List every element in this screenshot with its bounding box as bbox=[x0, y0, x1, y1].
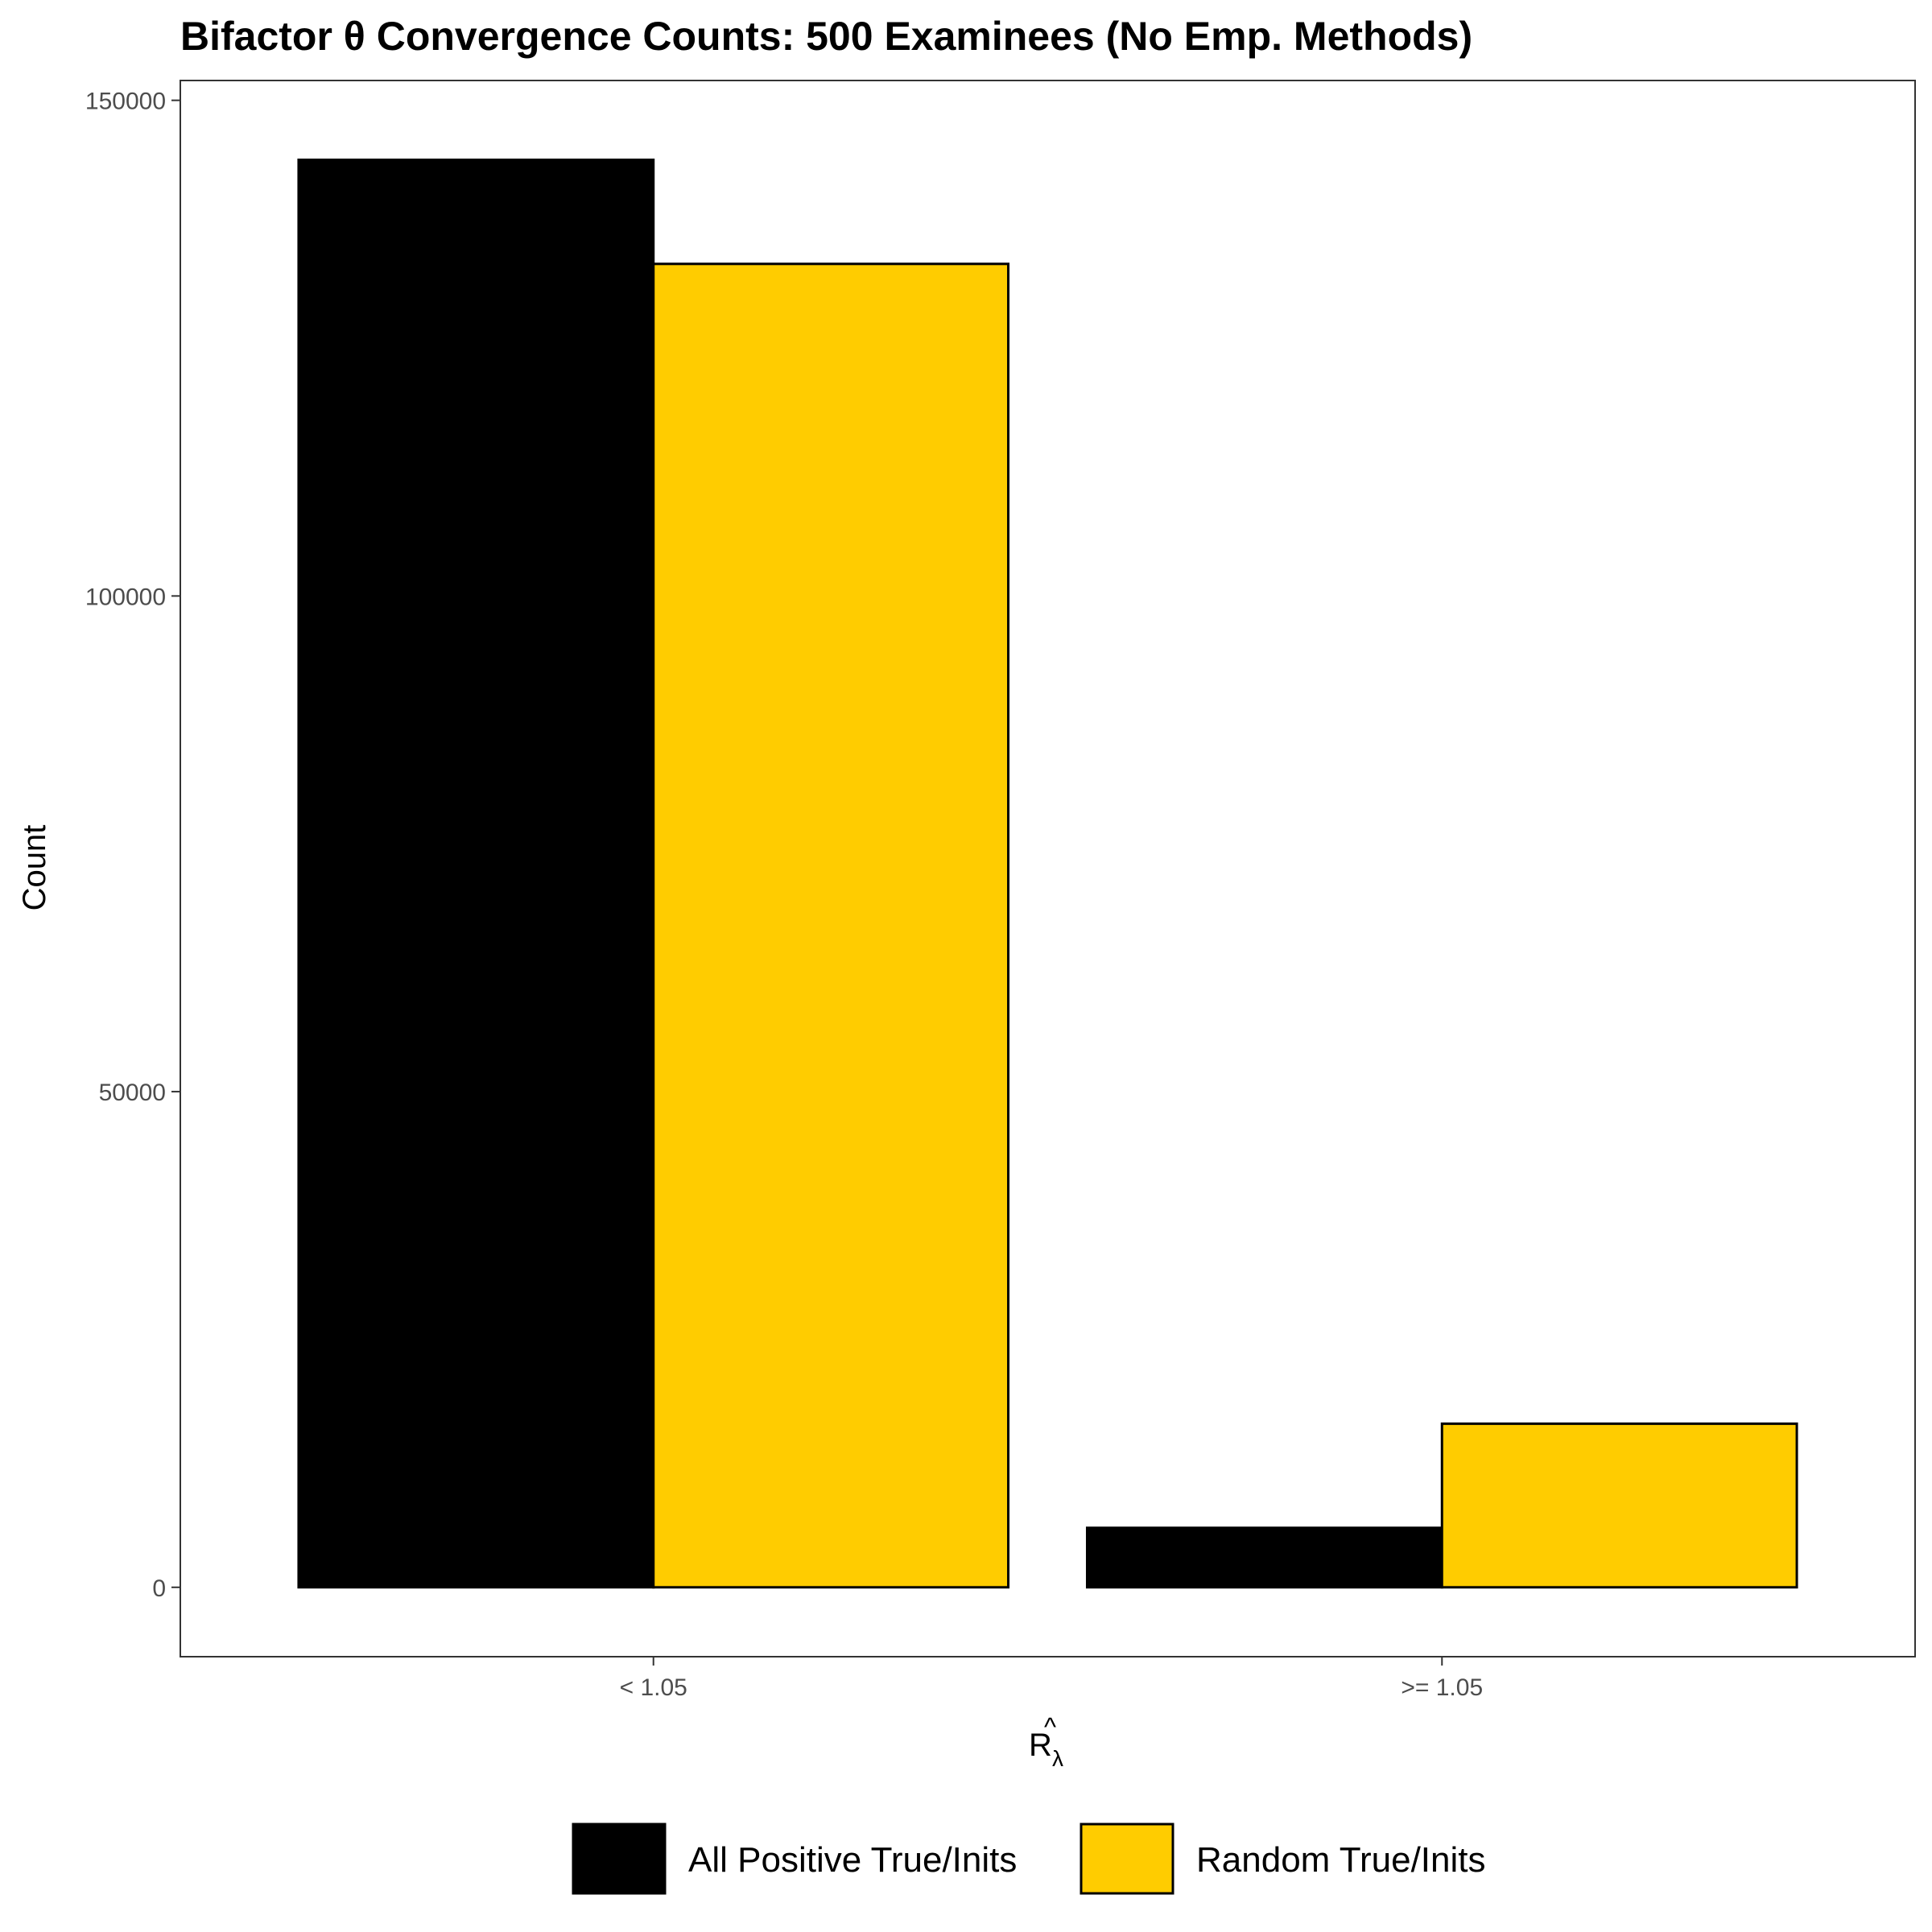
y-tick-label-2: 50000 bbox=[99, 1080, 166, 1106]
x-tick-label-2: >= 1.05 bbox=[1401, 1674, 1483, 1701]
x-axis-title: ^ R λ bbox=[1029, 1712, 1063, 1771]
legend-label-2: Random True/Inits bbox=[1196, 1840, 1486, 1880]
y-tick-label-1: 0 bbox=[152, 1575, 166, 1602]
chart-title: Bifactor θ Convergence Counts: 500 Exami… bbox=[180, 14, 1472, 59]
x-axis-title-main: R bbox=[1029, 1728, 1052, 1763]
x-axis-title-hat: ^ bbox=[1044, 1712, 1056, 1741]
y-tick-label-3: 100000 bbox=[85, 584, 166, 610]
legend-key-2 bbox=[1080, 1823, 1174, 1895]
y-tick-label-4: 150000 bbox=[85, 89, 166, 115]
legend-key-1 bbox=[572, 1823, 667, 1895]
y-axis: 0 50000 100000 150000 bbox=[85, 89, 180, 1602]
bar-2-category-2 bbox=[1440, 1422, 1798, 1589]
bar-1-category-2 bbox=[1085, 1526, 1443, 1589]
bar-1-category-1 bbox=[297, 159, 655, 1589]
legend: All Positive True/Inits Random True/Inits bbox=[572, 1823, 1486, 1895]
x-tick-label-1: < 1.05 bbox=[620, 1674, 687, 1701]
y-axis-title: Count bbox=[17, 825, 52, 911]
bars-group bbox=[297, 159, 1798, 1589]
bar-2-category-1 bbox=[652, 262, 1010, 1589]
x-axis: < 1.05 >= 1.05 bbox=[620, 1657, 1483, 1701]
x-axis-title-subscript: λ bbox=[1052, 1746, 1063, 1771]
legend-label-1: All Positive True/Inits bbox=[688, 1840, 1017, 1880]
